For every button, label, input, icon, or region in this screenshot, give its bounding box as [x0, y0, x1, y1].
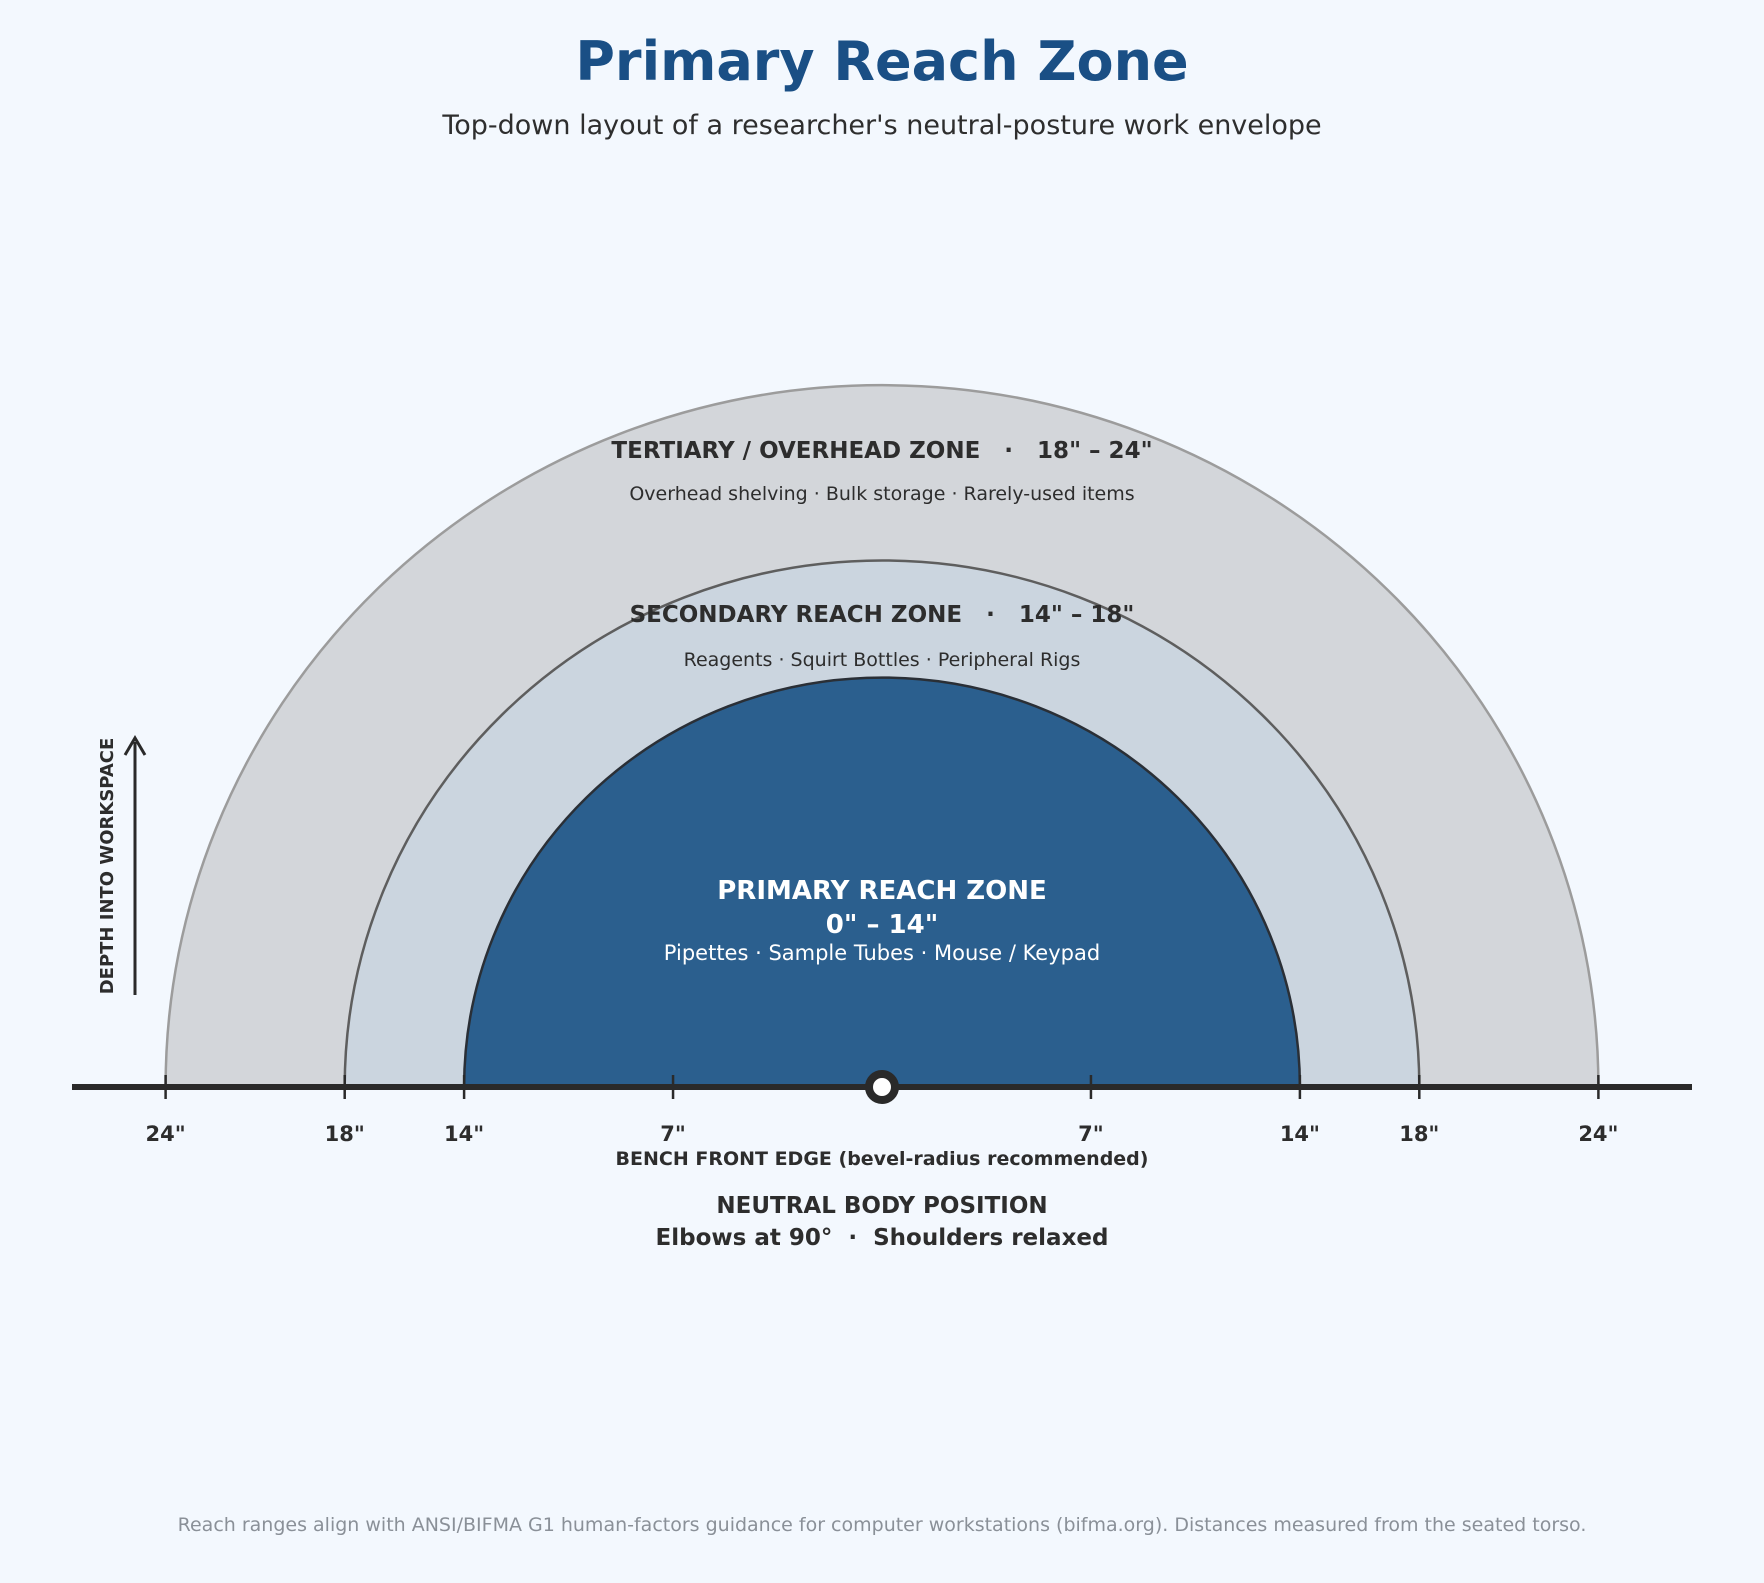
neutral-body-posture-note: Elbows at 90° · Shoulders relaxed: [656, 1225, 1109, 1251]
axis-tick-label: 7": [660, 1122, 686, 1146]
depth-arrow-head-icon: [123, 735, 147, 756]
page-subtitle: Top-down layout of a researcher's neutra…: [442, 110, 1322, 141]
secondary-zone-items: Reagents · Squirt Bottles · Peripheral R…: [684, 649, 1081, 671]
axis-tick-label: 24": [146, 1122, 186, 1146]
tertiary-zone-title: TERTIARY / OVERHEAD ZONE · 18" – 24": [611, 438, 1152, 464]
tertiary-zone-items: Overhead shelving · Bulk storage · Rarel…: [629, 483, 1134, 505]
axis-tick-label: 18": [1399, 1122, 1439, 1146]
axis-tick-label: 7": [1078, 1122, 1104, 1146]
depth-axis-label: DEPTH INTO WORKSPACE: [97, 738, 118, 995]
axis-tick-label: 18": [325, 1122, 365, 1146]
primary-zone-range: 0" – 14": [826, 910, 938, 940]
axis-tick-label: 14": [1280, 1122, 1320, 1146]
bench-front-edge-label: BENCH FRONT EDGE (bevel-radius recommend…: [616, 1148, 1149, 1170]
axis-tick-label: 14": [444, 1122, 484, 1146]
neutral-body-position-label: NEUTRAL BODY POSITION: [716, 1193, 1047, 1219]
primary-zone-title: PRIMARY REACH ZONE: [717, 876, 1047, 906]
body-position-marker: [865, 1070, 899, 1104]
secondary-zone-title: SECONDARY REACH ZONE · 14" – 18": [630, 602, 1135, 628]
axis-tick-label: 24": [1578, 1122, 1618, 1146]
footer-note: Reach ranges align with ANSI/BIFMA G1 hu…: [177, 1514, 1587, 1536]
axis-ticks: 24" 18" 14" 7" 7" 14" 18" 24": [146, 1075, 1618, 1146]
primary-zone-arc: [462, 676, 1302, 1089]
page-title: Primary Reach Zone: [575, 30, 1189, 93]
primary-zone-items: Pipettes · Sample Tubes · Mouse / Keypad: [664, 941, 1100, 965]
